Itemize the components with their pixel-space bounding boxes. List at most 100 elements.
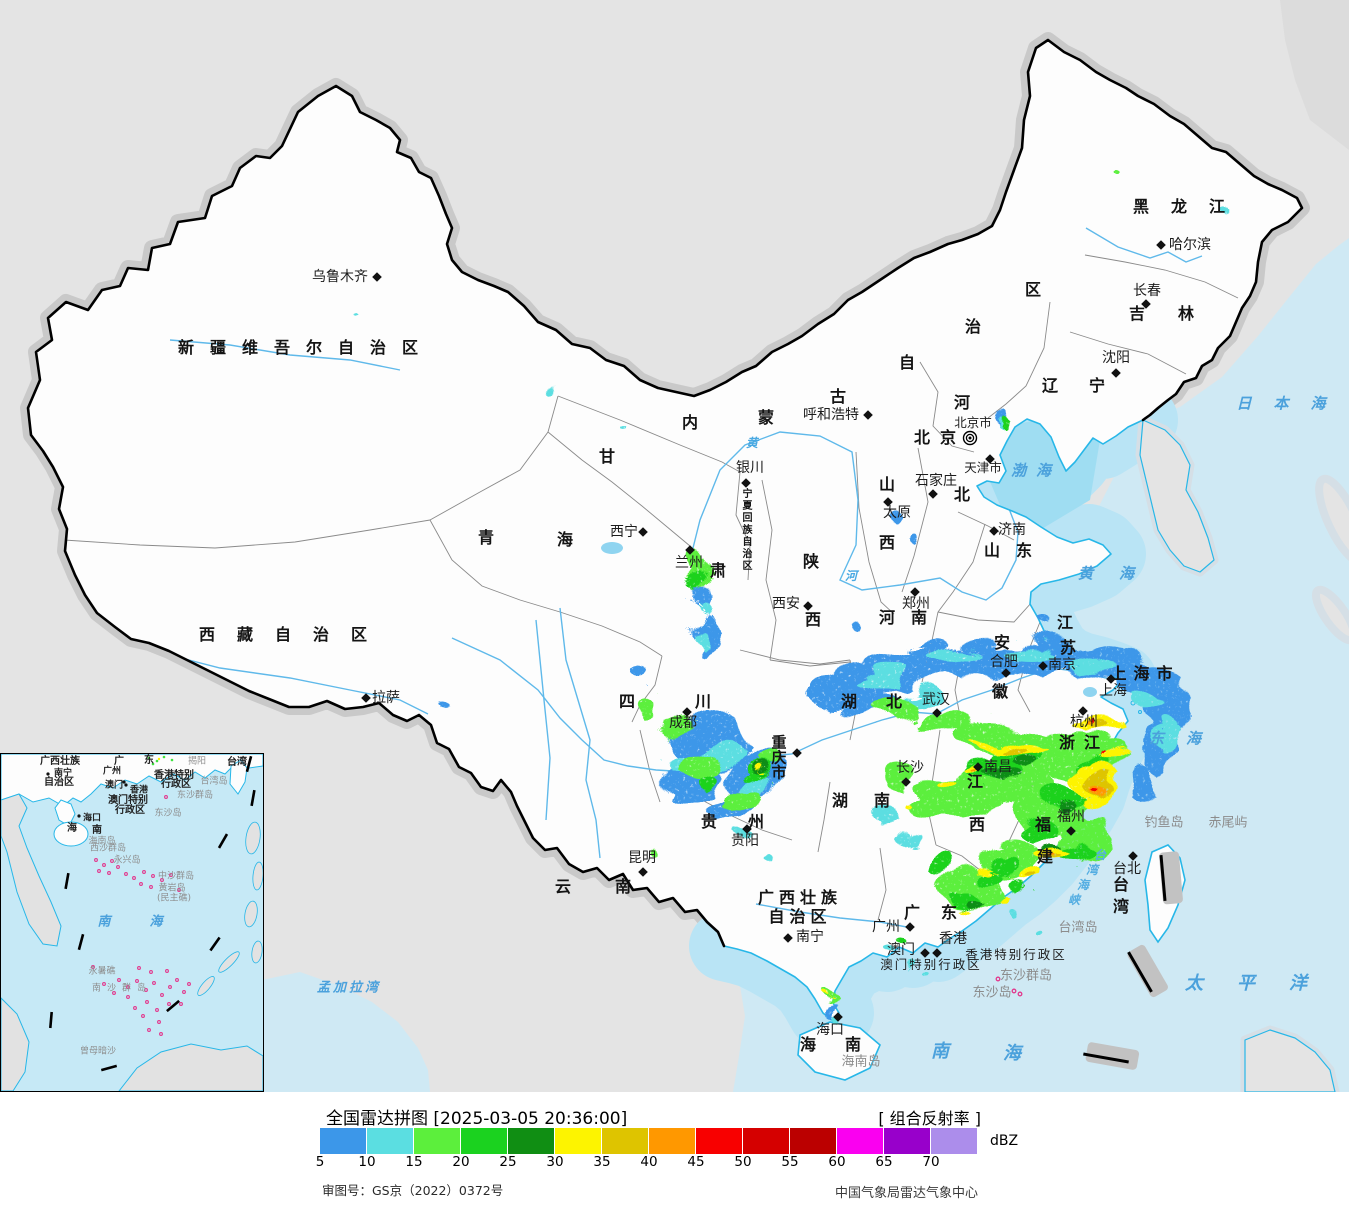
province-boundary (855, 451, 895, 615)
inset-island-mark (116, 865, 120, 869)
inset-island-mark (110, 859, 114, 863)
inset-island-mark (126, 985, 130, 989)
radar-echo (693, 590, 707, 610)
radar-echo (757, 845, 767, 851)
dash-shadow-patch (1127, 944, 1168, 998)
province-boundary (547, 431, 691, 547)
national-border (26, 38, 1304, 948)
province-boundary (631, 655, 663, 723)
scale-tick: 65 (875, 1154, 893, 1170)
radar-echo (343, 316, 351, 320)
inset-island-mark (151, 874, 155, 878)
dash-line-segment (1083, 1052, 1129, 1064)
inset-island-mark (160, 993, 164, 997)
color-scale (320, 1128, 978, 1154)
korea-peninsula (1139, 419, 1215, 573)
inset-island-mark (94, 858, 98, 862)
province-boundary (957, 511, 1015, 541)
radar-echo (991, 739, 1019, 745)
inset-radar-specks (147, 755, 174, 766)
inset-island-mark (147, 1028, 151, 1032)
radar-echo (844, 662, 896, 682)
dash-line-segment (1127, 951, 1153, 993)
radar-echo (1145, 713, 1169, 741)
inset-island-mark (107, 871, 111, 875)
scale-tick: 55 (781, 1154, 799, 1170)
legend-swatch (602, 1128, 648, 1154)
radar-echo (641, 842, 649, 848)
radar-echo (1119, 758, 1145, 798)
inset-city-dot (122, 780, 126, 784)
radar-echo (930, 851, 950, 865)
province-boundary (735, 471, 751, 581)
legend-swatch (743, 1128, 789, 1154)
inset-radar-speck (147, 756, 151, 760)
inset-radar-speck (151, 762, 155, 766)
license-number: 审图号：GS京（2022）0372号 (322, 1183, 504, 1198)
inset-island-mark (132, 876, 136, 880)
legend-swatch (837, 1128, 883, 1154)
inset-island-mark (149, 885, 153, 889)
credit-label: 中国气象局雷达气象中心 (834, 1186, 978, 1201)
radar-echo (892, 825, 908, 835)
scale-tick: 15 (405, 1154, 423, 1170)
inset-radar-speck (170, 758, 174, 762)
inset-island-mark (102, 982, 106, 986)
river (559, 607, 601, 859)
radar-echo (971, 858, 985, 866)
inset-dash-segment (49, 1011, 53, 1029)
bay-of-bengal (262, 972, 430, 1092)
inset-island-mark (142, 870, 146, 874)
province-boundary (429, 395, 559, 521)
inset-island-mark (182, 990, 186, 994)
scale-tick: 30 (546, 1154, 564, 1170)
radar-echo (1089, 776, 1095, 782)
river (169, 339, 401, 371)
legend-swatch (414, 1128, 460, 1154)
inset-island-mark (102, 863, 106, 867)
legend-swatch (461, 1128, 507, 1154)
radar-echo (895, 952, 905, 958)
inset-island-mark (145, 1000, 149, 1004)
scale-tick: 45 (687, 1154, 705, 1170)
radar-echo (1026, 867, 1038, 873)
radar-echo (1044, 843, 1052, 847)
inset-island-mark (112, 991, 116, 995)
radar-echo (890, 927, 900, 933)
inset-island-mark (149, 970, 153, 974)
inset-island-mark (159, 1032, 163, 1036)
foreign-land (1135, 0, 1349, 1092)
lake (601, 542, 623, 554)
china-radar-map: 黑龙江 吉林 辽宁内蒙古自治区河北山西山东 河南江苏安徽浙江 湖北江西湖南福建广东 广西壮… (0, 0, 1349, 1092)
inset-island-mark (179, 1002, 183, 1006)
scale-tick: 50 (734, 1154, 752, 1170)
scale-tick: 5 (315, 1154, 325, 1170)
river (689, 431, 1019, 601)
radar-echo-layer (343, 160, 1218, 1013)
inset-borneo (118, 1043, 263, 1091)
radar-echo (817, 978, 827, 992)
radar-echo (964, 761, 972, 765)
radar-echo (1093, 741, 1119, 755)
radar-echo (1037, 922, 1047, 928)
inset-dash-segment (64, 872, 70, 890)
scale-tick: 10 (358, 1154, 376, 1170)
legend-swatch (696, 1128, 742, 1154)
scale-tick: 25 (499, 1154, 517, 1170)
inset-island-mark (133, 1006, 137, 1010)
radar-echo (1117, 681, 1153, 703)
inset-island-mark (139, 882, 143, 886)
inset-island-mark (155, 1008, 159, 1012)
radar-echo (1006, 901, 1018, 909)
province-boundary (817, 781, 831, 853)
radar-echo (1048, 792, 1072, 808)
radar-echo (1002, 746, 1034, 758)
inset-dash-segment (77, 933, 85, 951)
inset-island-mark (97, 869, 101, 873)
radar-echo (431, 688, 445, 696)
radar-echo (898, 797, 906, 803)
capital-marker-beijing (962, 430, 978, 446)
inset-city-dots (46, 772, 128, 818)
river (755, 903, 913, 929)
inset-island-marks (91, 795, 191, 1036)
